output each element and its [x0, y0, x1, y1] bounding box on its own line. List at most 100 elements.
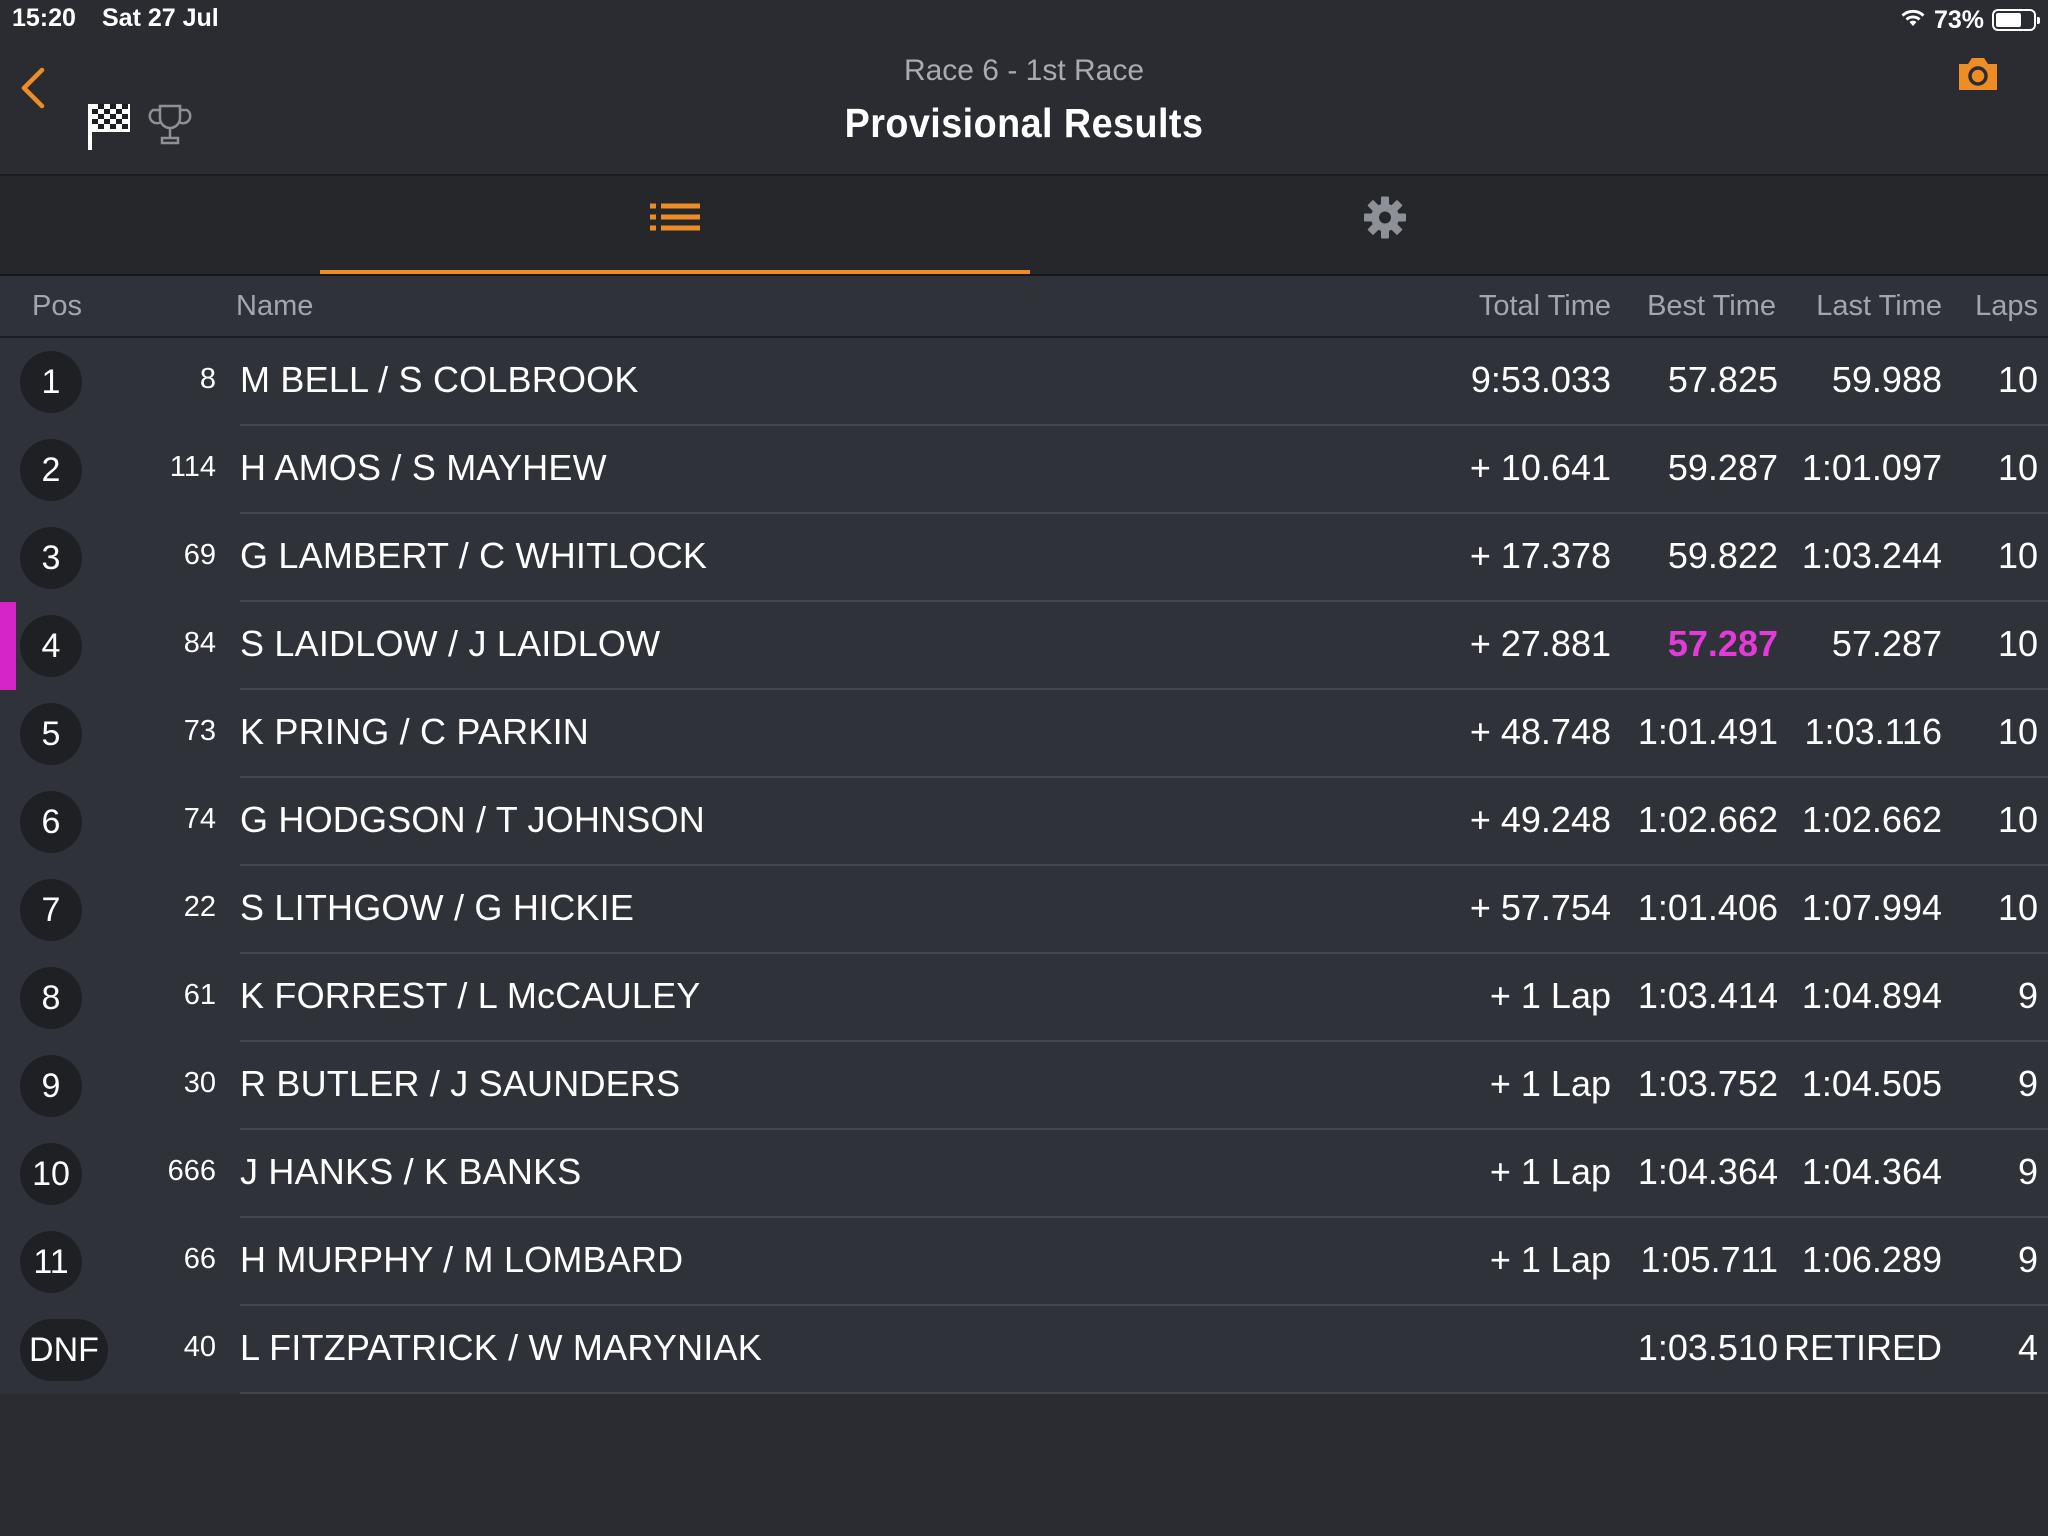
status-time: 15:20 [12, 4, 76, 32]
best-time: 1:01.491 [1637, 711, 1778, 752]
last-time: 57.287 [1831, 623, 1942, 664]
laps-count: 10 [1997, 623, 2038, 664]
column-header-laps[interactable]: Laps [1975, 290, 2038, 322]
table-row[interactable]: DNF 40 L FITZPATRICK / W MARYNIAK 1:03.510 R… [0, 1306, 2048, 1394]
total-time: + 1 Lap [1489, 1239, 1611, 1280]
checkered-flag-icon[interactable] [86, 100, 132, 157]
car-number: 69 [183, 539, 216, 571]
position-badge: 1 [20, 351, 82, 413]
table-row[interactable]: 8 61 K FORREST / L McCAULEY + 1 Lap 1:03.414… [0, 954, 2048, 1042]
camera-button[interactable] [1955, 54, 2001, 99]
best-time: 1:03.510 [1637, 1327, 1778, 1368]
driver-names: K FORREST / L McCAULEY [240, 975, 701, 1016]
driver-names: L FITZPATRICK / W MARYNIAK [240, 1327, 762, 1368]
row-divider [240, 1304, 2048, 1306]
car-number: 74 [183, 803, 216, 835]
car-number: 40 [183, 1331, 216, 1363]
table-row[interactable]: 9 30 R BUTLER / J SAUNDERS + 1 Lap 1:03.752 1… [0, 1042, 2048, 1130]
table-row[interactable]: 10 666 J HANKS / K BANKS + 1 Lap 1:04.364 1:0… [0, 1130, 2048, 1218]
tab-results-list[interactable] [320, 176, 1030, 274]
driver-names: R BUTLER / J SAUNDERS [240, 1063, 681, 1104]
position-badge: DNF [20, 1319, 108, 1381]
car-number: 84 [183, 627, 216, 659]
car-number: 66 [183, 1243, 216, 1275]
active-tab-indicator [320, 270, 1030, 274]
laps-count: 10 [1997, 887, 2038, 928]
race-subtitle: Race 6 - 1st Race [903, 54, 1145, 87]
total-time: + 48.748 [1469, 711, 1611, 752]
driver-names: H AMOS / S MAYHEW [240, 447, 607, 488]
driver-names: S LAIDLOW / J LAIDLOW [240, 623, 661, 664]
row-divider [240, 424, 2048, 426]
last-time: 1:07.994 [1801, 887, 1942, 928]
table-row[interactable]: 11 66 H MURPHY / M LOMBARD + 1 Lap 1:05.711 1… [0, 1218, 2048, 1306]
best-time: 1:05.711 [1640, 1239, 1778, 1280]
nav-header: Race 6 - 1st Race Provisional Results [0, 40, 2048, 176]
table-row[interactable]: 7 22 S LITHGOW / G HICKIE + 57.754 1:01.406 1… [0, 866, 2048, 954]
laps-count: 4 [2017, 1327, 2038, 1368]
best-time: 1:03.414 [1637, 975, 1778, 1016]
laps-count: 10 [1997, 535, 2038, 576]
laps-count: 9 [2017, 975, 2038, 1016]
car-number: 22 [183, 891, 216, 923]
empty-area [0, 1394, 2048, 1536]
table-row[interactable]: 6 74 G HODGSON / T JOHNSON + 49.248 1:02.662… [0, 778, 2048, 866]
battery-level [1996, 13, 2022, 27]
total-time: + 49.248 [1469, 799, 1611, 840]
total-time: + 57.754 [1469, 887, 1611, 928]
trophy-icon[interactable] [148, 102, 192, 153]
driver-names: M BELL / S COLBROOK [240, 359, 639, 400]
column-header-best-time[interactable]: Best Time [1647, 290, 1776, 322]
best-time: 59.822 [1667, 535, 1778, 576]
car-number: 30 [183, 1067, 216, 1099]
column-header-total-time[interactable]: Total Time [1478, 290, 1611, 322]
position-badge: 8 [20, 967, 82, 1029]
table-row[interactable]: 3 69 G LAMBERT / C WHITLOCK + 17.378 59.822 1… [0, 514, 2048, 602]
column-header-pos[interactable]: Pos [32, 290, 82, 322]
last-time: 1:03.244 [1801, 535, 1942, 576]
driver-names: H MURPHY / M LOMBARD [240, 1239, 684, 1280]
table-row[interactable]: 5 73 K PRING / C PARKIN + 48.748 1:01.491 1:0… [0, 690, 2048, 778]
last-time: 59.988 [1831, 359, 1942, 400]
position-badge: 11 [20, 1231, 82, 1293]
last-time: 1:02.662 [1801, 799, 1942, 840]
table-row[interactable]: 1 8 M BELL / S COLBROOK 9:53.033 57.825 59.98… [0, 338, 2048, 426]
laps-count: 9 [2017, 1151, 2038, 1192]
row-divider [240, 600, 2048, 602]
fastest-lap-indicator [0, 602, 16, 690]
last-time: 1:01.097 [1801, 447, 1942, 488]
laps-count: 10 [1997, 799, 2038, 840]
last-time: 1:04.894 [1801, 975, 1942, 1016]
row-divider [240, 776, 2048, 778]
column-header-last-time[interactable]: Last Time [1816, 290, 1942, 322]
total-time: + 1 Lap [1489, 975, 1611, 1016]
laps-count: 9 [2017, 1063, 2038, 1104]
row-divider [240, 1392, 2048, 1394]
row-divider [240, 512, 2048, 514]
status-date: Sat 27 Jul [102, 4, 219, 32]
last-time: 1:06.289 [1801, 1239, 1942, 1280]
car-number: 666 [167, 1155, 216, 1187]
best-time: 59.287 [1667, 447, 1778, 488]
laps-count: 9 [2017, 1239, 2038, 1280]
status-bar: 15:20 Sat 27 Jul 73% [0, 0, 2048, 40]
row-divider [240, 688, 2048, 690]
last-time: RETIRED [1783, 1327, 1942, 1368]
position-badge: 10 [20, 1143, 82, 1205]
column-header-name[interactable]: Name [236, 290, 314, 322]
car-number: 73 [183, 715, 216, 747]
total-time: 9:53.033 [1470, 359, 1611, 400]
tab-settings[interactable] [1030, 176, 1740, 274]
total-time: + 27.881 [1469, 623, 1611, 664]
laps-count: 10 [1997, 447, 2038, 488]
position-badge: 6 [20, 791, 82, 853]
back-button[interactable] [14, 60, 64, 120]
laps-count: 10 [1997, 359, 2038, 400]
car-number: 61 [183, 979, 216, 1011]
best-time: 1:01.406 [1637, 887, 1778, 928]
table-row[interactable]: 2 114 H AMOS / S MAYHEW + 10.641 59.287 1:01.… [0, 426, 2048, 514]
row-divider [240, 1128, 2048, 1130]
table-row[interactable]: 4 84 S LAIDLOW / J LAIDLOW + 27.881 57.287 57… [0, 602, 2048, 690]
row-divider [240, 1040, 2048, 1042]
battery-icon [1992, 9, 2040, 31]
